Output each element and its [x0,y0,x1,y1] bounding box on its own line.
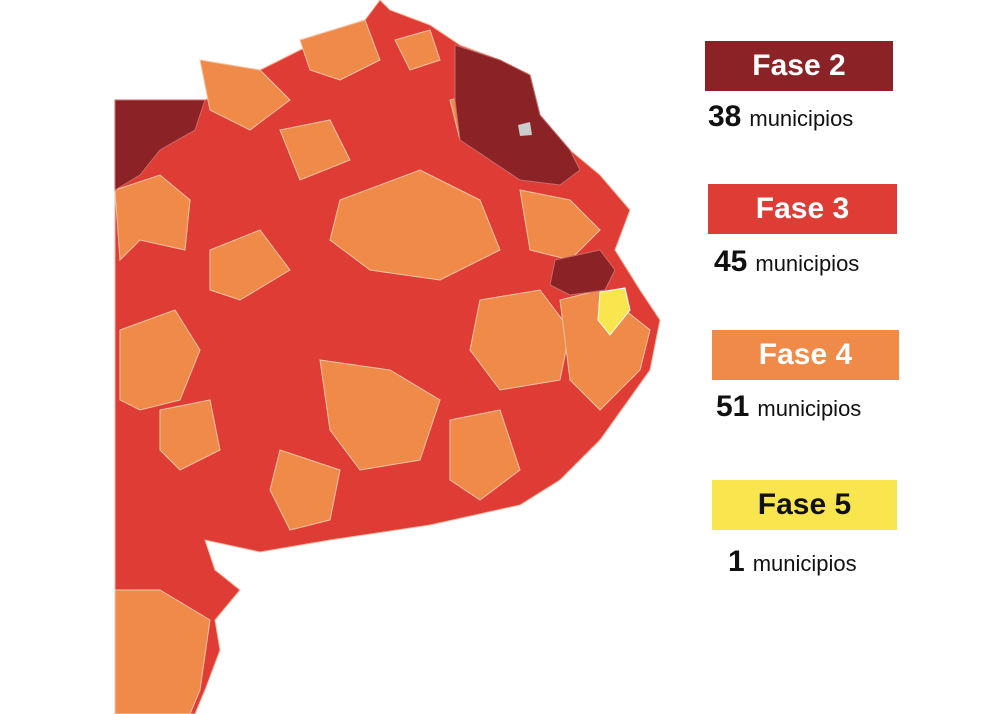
fase-5-region [597,287,631,336]
legend-fase-3-count: 45 municipios [714,245,859,279]
legend-fase-3-badge: Fase 3 [708,184,897,234]
legend-fase-4-label: Fase 4 [758,338,853,371]
legend-fase-2-label: Fase 2 [752,49,846,82]
count-value: 45 [714,245,748,278]
legend-fase-3-label: Fase 3 [755,192,850,225]
count-unit: municipios [752,551,857,576]
count-value: 38 [708,100,742,133]
legend-fase-2-badge: Fase 2 [705,41,893,91]
fase-4-regions [114,19,651,714]
legend-fase-4-badge: Fase 4 [712,330,899,380]
no-data-region [518,122,532,136]
count-unit: municipios [755,251,860,276]
legend-fase-2-count: 38 municipios [708,100,853,134]
count-value: 51 [716,390,750,423]
legend-fase-5-badge: Fase 5 [712,480,897,530]
legend-fase-4-count: 51 municipios [716,390,861,424]
count-unit: municipios [749,106,854,131]
count-unit: municipios [757,396,862,421]
legend-fase-5-label: Fase 5 [757,488,852,521]
fase-2-regions [114,44,616,296]
count-value: 1 [728,545,745,578]
legend-fase-5-count: 1 municipios [728,545,857,579]
